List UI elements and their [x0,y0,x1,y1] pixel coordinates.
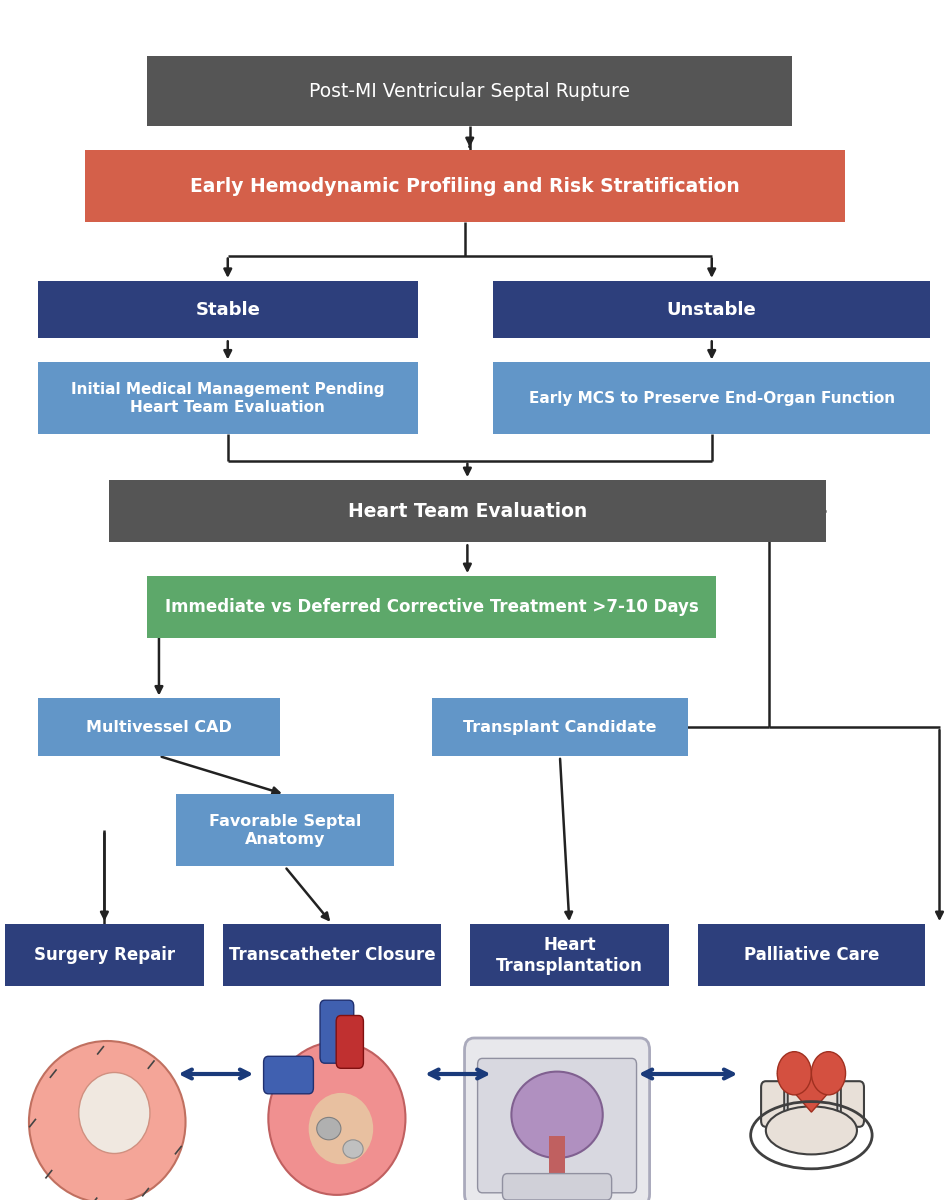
Text: Transplant Candidate: Transplant Candidate [463,720,657,734]
FancyBboxPatch shape [147,576,716,638]
FancyBboxPatch shape [38,362,418,434]
Ellipse shape [269,1042,405,1195]
FancyBboxPatch shape [841,1081,864,1127]
FancyBboxPatch shape [264,1056,313,1094]
FancyBboxPatch shape [176,794,394,866]
FancyBboxPatch shape [470,924,669,986]
FancyBboxPatch shape [320,1001,354,1063]
Text: Heart
Transplantation: Heart Transplantation [496,936,642,974]
FancyBboxPatch shape [464,1038,649,1200]
Text: Post-MI Ventricular Septal Rupture: Post-MI Ventricular Septal Rupture [309,82,630,101]
Polygon shape [777,1073,846,1112]
FancyBboxPatch shape [223,924,441,986]
Ellipse shape [512,1072,603,1158]
FancyBboxPatch shape [549,1136,566,1187]
Text: Early MCS to Preserve End-Organ Function: Early MCS to Preserve End-Organ Function [529,391,895,406]
FancyBboxPatch shape [477,1058,637,1193]
Ellipse shape [79,1073,150,1153]
Circle shape [777,1051,811,1094]
FancyBboxPatch shape [698,924,925,986]
Text: Unstable: Unstable [667,300,756,318]
FancyBboxPatch shape [38,281,418,338]
Text: Stable: Stable [195,300,260,318]
Text: Palliative Care: Palliative Care [744,946,879,965]
FancyBboxPatch shape [503,1174,611,1200]
Ellipse shape [317,1117,341,1140]
FancyBboxPatch shape [336,1015,363,1068]
FancyBboxPatch shape [814,1081,837,1127]
Ellipse shape [766,1106,857,1154]
FancyBboxPatch shape [38,698,280,756]
FancyBboxPatch shape [5,924,204,986]
Text: Transcatheter Closure: Transcatheter Closure [229,946,436,965]
Text: Early Hemodynamic Profiling and Risk Stratification: Early Hemodynamic Profiling and Risk Str… [190,176,740,196]
Ellipse shape [343,1140,363,1158]
Text: Heart Team Evaluation: Heart Team Evaluation [347,502,587,521]
FancyBboxPatch shape [761,1081,784,1127]
FancyBboxPatch shape [493,281,930,338]
FancyBboxPatch shape [109,480,826,542]
FancyBboxPatch shape [85,150,845,222]
Text: Favorable Septal
Anatomy: Favorable Septal Anatomy [209,814,361,846]
Text: Multivessel CAD: Multivessel CAD [86,720,232,734]
FancyBboxPatch shape [788,1081,810,1127]
Circle shape [811,1051,846,1094]
Text: Surgery Repair: Surgery Repair [34,946,175,965]
Ellipse shape [308,1093,373,1164]
Text: Immediate vs Deferred Corrective Treatment >7-10 Days: Immediate vs Deferred Corrective Treatme… [165,598,698,616]
Ellipse shape [29,1040,186,1200]
FancyBboxPatch shape [147,56,792,126]
FancyBboxPatch shape [493,362,930,434]
FancyBboxPatch shape [432,698,688,756]
Text: Initial Medical Management Pending
Heart Team Evaluation: Initial Medical Management Pending Heart… [71,382,384,415]
